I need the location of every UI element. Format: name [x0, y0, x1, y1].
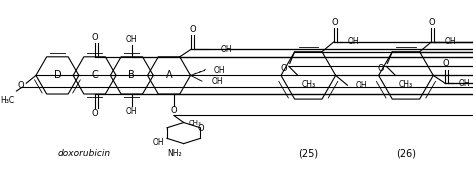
Text: O: O — [171, 106, 177, 115]
Text: O: O — [280, 64, 287, 73]
Text: OH: OH — [445, 38, 456, 46]
Text: C: C — [91, 70, 98, 80]
Text: CH₃: CH₃ — [399, 80, 413, 89]
Text: A: A — [166, 70, 173, 80]
Text: O: O — [18, 81, 24, 90]
Text: O: O — [91, 33, 98, 42]
Text: O: O — [189, 25, 196, 34]
Text: (26): (26) — [396, 149, 416, 159]
Text: O: O — [443, 59, 449, 68]
Text: NH₂: NH₂ — [168, 149, 182, 158]
Text: OH: OH — [212, 77, 224, 86]
Text: O: O — [331, 18, 338, 27]
Text: OH: OH — [214, 66, 226, 75]
Text: OH: OH — [347, 38, 359, 46]
Text: OH: OH — [355, 81, 367, 90]
Text: O: O — [198, 124, 205, 133]
Text: D: D — [54, 70, 61, 80]
Text: doxorubicin: doxorubicin — [57, 149, 110, 158]
Text: B: B — [128, 70, 135, 80]
Text: (25): (25) — [298, 149, 319, 159]
Text: CH₃: CH₃ — [301, 80, 316, 89]
Text: O: O — [91, 109, 98, 118]
Text: OH: OH — [126, 35, 137, 44]
Text: H₃C: H₃C — [0, 96, 15, 105]
Text: CH₃: CH₃ — [189, 120, 201, 126]
Text: O: O — [378, 64, 384, 73]
Text: O: O — [429, 18, 436, 27]
Text: OH: OH — [153, 138, 164, 147]
Text: OH: OH — [221, 45, 232, 53]
Text: OH: OH — [459, 79, 470, 88]
Text: OH: OH — [126, 107, 137, 116]
